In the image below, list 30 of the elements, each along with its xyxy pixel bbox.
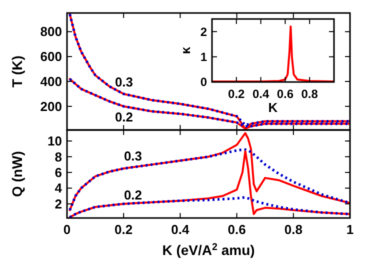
annotation: 0.2	[124, 188, 142, 203]
x-tick-label: 0.8	[284, 222, 302, 237]
x-tick-label: 0.2	[228, 87, 246, 101]
y-axis-title: Q (nW)	[9, 151, 25, 197]
annotation: 0.2	[114, 110, 134, 125]
y-tick-label: 600	[40, 49, 62, 64]
y-tick-label: 8	[54, 149, 62, 164]
y-tick-label: 10	[48, 134, 62, 149]
x-tick-label: 0.2	[114, 222, 133, 237]
x-tick-label: 0.4	[171, 222, 190, 237]
x-tick-label: 0.8	[301, 87, 318, 101]
y-tick-label: 1	[200, 50, 208, 64]
y-axis-title: T (K)	[9, 56, 25, 88]
y-tick-label: 2	[54, 196, 62, 212]
y-tick-label: 200	[40, 98, 62, 114]
x-tick-label: 0.6	[228, 222, 246, 237]
y-tick-label: 400	[40, 74, 62, 90]
x-axis-title: K	[268, 100, 278, 115]
x-tick-label: 0.6	[276, 87, 294, 101]
y-tick-label: 4	[54, 180, 63, 196]
x-tick-label: 0.4	[252, 87, 270, 101]
y-tick-label: 0	[200, 75, 208, 90]
y-tick-label: 6	[54, 164, 62, 180]
x-tick-label: 1	[346, 222, 354, 237]
y-tick-label: 2	[200, 24, 208, 39]
x-axis-title: K (eV/A$^{2}$ amu)	[162, 242, 255, 258]
y-tick-label: 800	[40, 24, 62, 40]
annotation: 0.3	[114, 74, 134, 90]
annotation: 0.3	[124, 148, 142, 164]
y-axis-title: κ	[178, 46, 193, 54]
